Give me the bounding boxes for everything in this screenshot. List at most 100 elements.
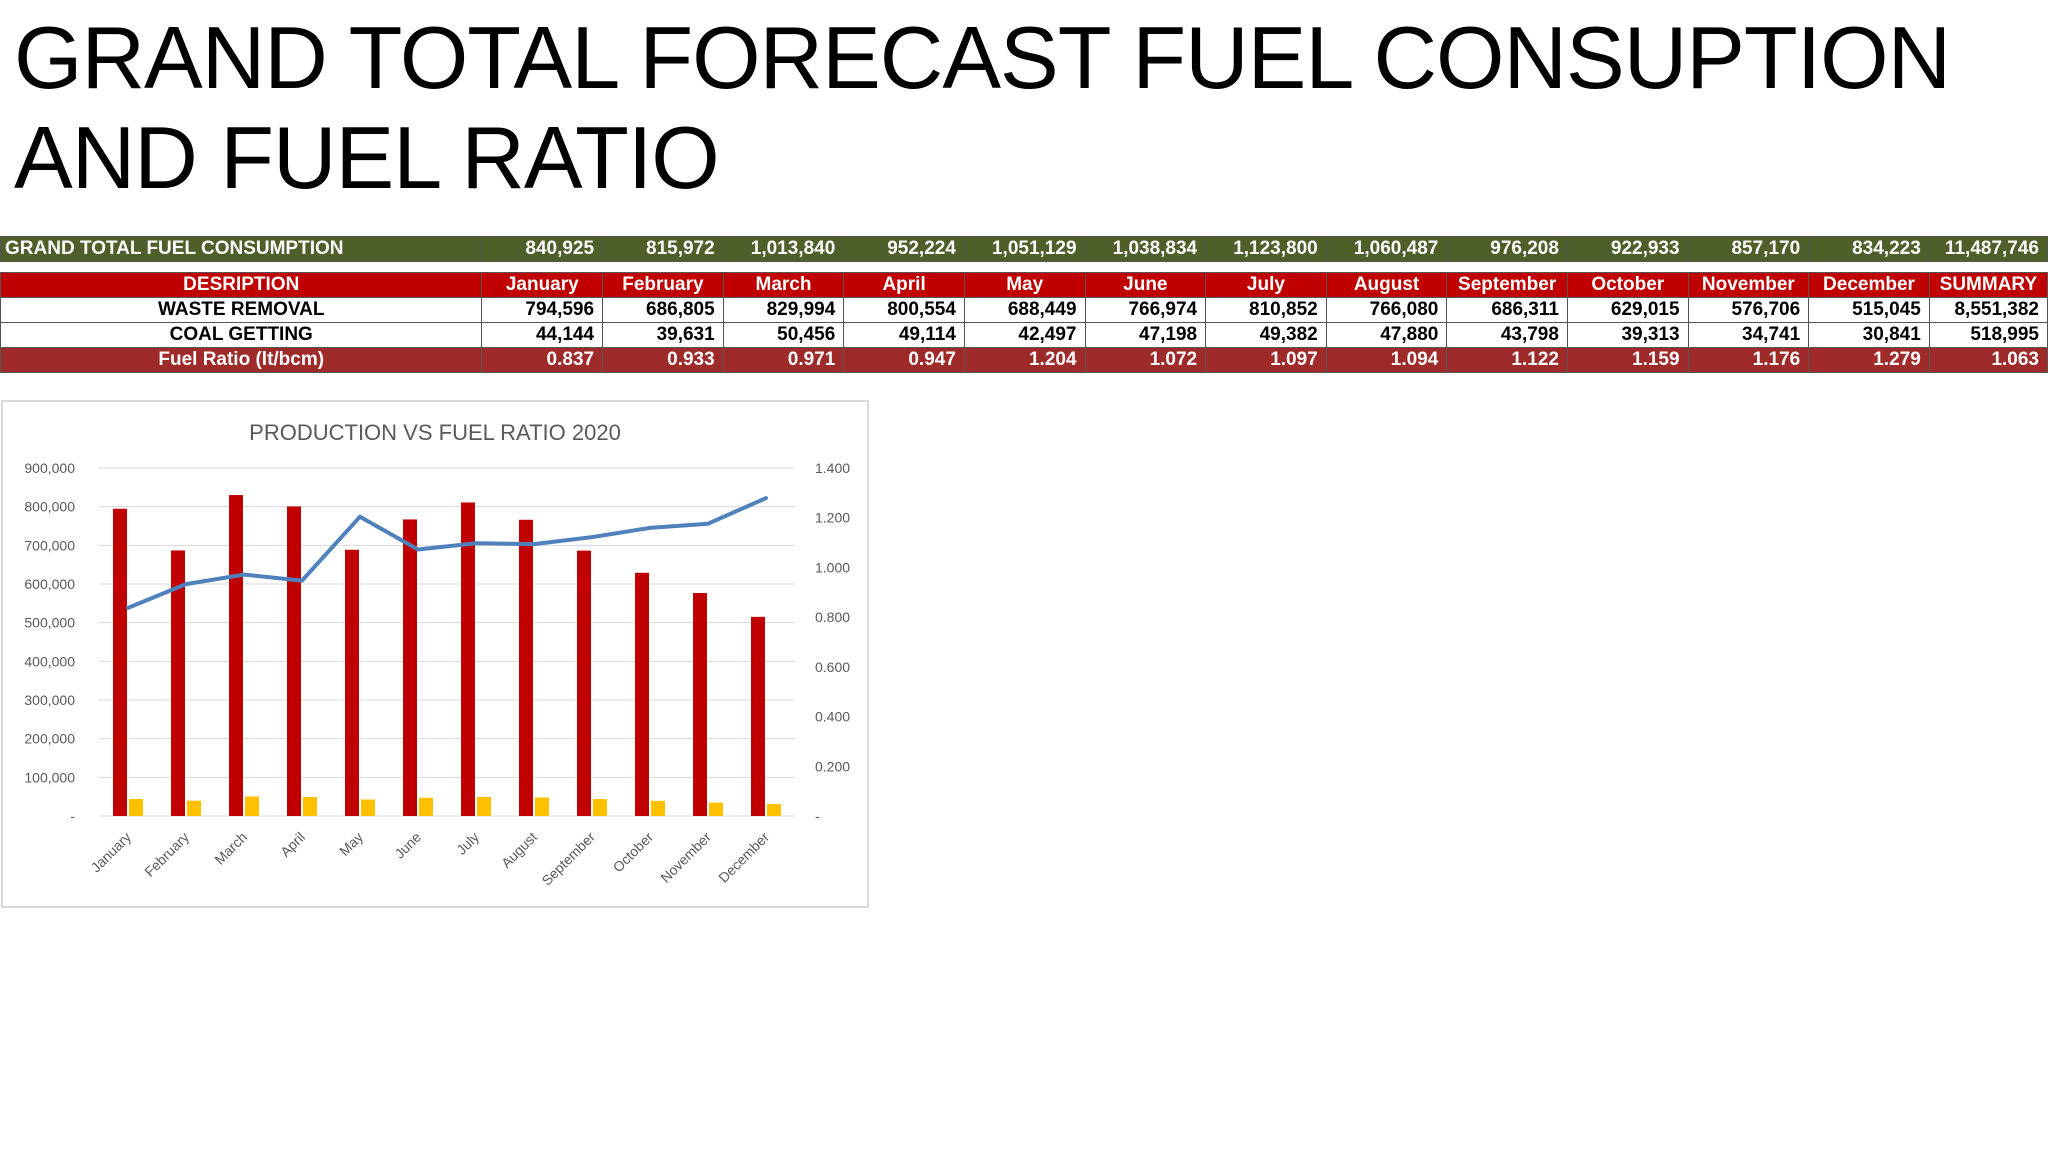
y2-tick-label: 0.600 — [815, 659, 850, 675]
table-cell: 0.947 — [843, 347, 965, 373]
table-cell: 1.097 — [1205, 347, 1327, 373]
y2-tick-label: 1.200 — [815, 510, 850, 526]
table-cell: 515,045 — [1808, 297, 1930, 323]
table-cell: April — [843, 272, 965, 298]
table-cell: November — [1687, 272, 1810, 298]
bar-waste-removal — [751, 616, 765, 816]
row-label: COAL GETTING — [0, 322, 483, 348]
table-cell: February — [602, 272, 724, 298]
y2-tick-label: 0.800 — [815, 609, 850, 625]
table-cell: 794,596 — [481, 297, 604, 323]
fuel-ratio-point — [765, 497, 767, 499]
x-tick-label: March — [211, 829, 250, 868]
chart-title: PRODUCTION VS FUEL RATIO 2020 — [249, 420, 621, 445]
header-row: DESRIPTION January February March April May J… — [0, 272, 2048, 298]
x-tick-label: April — [277, 829, 308, 860]
table-cell: 50,456 — [722, 322, 845, 348]
fuel-ratio-point — [127, 607, 129, 609]
bar-coal-getting — [361, 799, 375, 816]
x-tick-label: February — [141, 829, 192, 880]
table-cell: September — [1446, 272, 1568, 298]
bar-coal-getting — [767, 804, 781, 816]
table-cell: 8,551,382 — [1928, 297, 2048, 323]
table-cell: 829,994 — [722, 297, 845, 323]
fuel-ratio-point — [185, 583, 187, 585]
table-cell: 1,013,840 — [722, 236, 845, 262]
bar-coal-getting — [651, 800, 665, 816]
table-cell: 766,080 — [1325, 297, 1448, 323]
y-tick-label: 800,000 — [24, 499, 75, 515]
table-row: WASTE REMOVAL 794,596 686,805 829,994 800,5… — [0, 297, 2048, 323]
table-cell: 30,841 — [1808, 322, 1930, 348]
table-cell: 39,313 — [1566, 322, 1689, 348]
bar-waste-removal — [693, 593, 707, 816]
table-cell: July — [1205, 272, 1327, 298]
x-tick-label: January — [88, 829, 135, 876]
bar-coal-getting — [419, 797, 433, 816]
table-cell: March — [722, 272, 845, 298]
y-tick-label: 600,000 — [24, 576, 75, 592]
table-cell: 43,798 — [1446, 322, 1568, 348]
fuel-ratio-point — [591, 536, 593, 538]
table-cell: 800,554 — [843, 297, 965, 323]
bar-waste-removal — [403, 519, 417, 816]
bar-coal-getting — [709, 802, 723, 816]
y-tick-label: 700,000 — [24, 537, 75, 553]
table-cell: 1.122 — [1446, 347, 1568, 373]
y-tick-label: 300,000 — [24, 692, 75, 708]
fuel-ratio-point — [301, 580, 303, 582]
x-tick-label: November — [657, 829, 714, 886]
x-tick-label: October — [610, 829, 657, 876]
table-cell: 44,144 — [481, 322, 604, 348]
table-cell: 1,038,834 — [1084, 236, 1207, 262]
y2-tick-label: - — [815, 808, 820, 824]
table-cell: 952,224 — [843, 236, 965, 262]
table-cell: 42,497 — [963, 322, 1086, 348]
table-cell: 686,311 — [1446, 297, 1568, 323]
bar-coal-getting — [187, 800, 201, 816]
fuel-ratio-point — [243, 574, 245, 576]
table-cell: 49,114 — [843, 322, 965, 348]
slide-title: GRAND TOTAL FORECAST FUEL CONSUPTION AND… — [14, 8, 1951, 207]
table-cell: 766,974 — [1084, 297, 1207, 323]
table-cell: October — [1566, 272, 1689, 298]
chart-canvas: PRODUCTION VS FUEL RATIO 2020 - 100,000 20… — [24, 420, 850, 889]
bar-waste-removal — [519, 519, 533, 816]
table-cell: 1.176 — [1687, 347, 1810, 373]
table-cell: 518,995 — [1928, 322, 2048, 348]
table-cell: 11,487,746 — [1928, 236, 2048, 262]
table-cell: 810,852 — [1205, 297, 1327, 323]
fuel-ratio-label: Fuel Ratio (lt/bcm) — [0, 347, 483, 373]
bar-waste-removal — [635, 572, 649, 816]
table-cell: 1.072 — [1084, 347, 1207, 373]
y-tick-label: 200,000 — [24, 731, 75, 747]
table-cell: January — [481, 272, 604, 298]
header-description: DESRIPTION — [0, 272, 483, 298]
fuel-ratio-point — [417, 549, 419, 551]
table-cell: 1.159 — [1566, 347, 1689, 373]
table-cell: 49,382 — [1205, 322, 1327, 348]
bar-coal-getting — [303, 797, 317, 816]
fuel-ratio-point — [475, 542, 477, 544]
table-cell: 1,060,487 — [1325, 236, 1448, 262]
x-tick-label: June — [391, 829, 424, 862]
table-cell: 976,208 — [1446, 236, 1568, 262]
bar-coal-getting — [129, 798, 143, 816]
bar-coal-getting — [535, 797, 549, 816]
table-cell: 815,972 — [602, 236, 724, 262]
y-tick-label: 400,000 — [24, 653, 75, 669]
fuel-table: GRAND TOTAL FUEL CONSUMPTION 840,925 815,… — [0, 236, 2048, 262]
bar-coal-getting — [477, 796, 491, 816]
production-chart: PRODUCTION VS FUEL RATIO 2020 - 100,000 20… — [1, 400, 869, 908]
bar-waste-removal — [577, 550, 591, 816]
grand-total-label: GRAND TOTAL FUEL CONSUMPTION — [0, 236, 483, 262]
table-cell: 840,925 — [481, 236, 604, 262]
table-cell: 922,933 — [1566, 236, 1689, 262]
y2-tick-label: 0.200 — [815, 758, 850, 774]
fuel-ratio-point — [359, 516, 361, 518]
bar-coal-getting — [245, 796, 259, 816]
x-tick-label: August — [498, 829, 540, 871]
table-cell: 1.063 — [1928, 347, 2048, 373]
bar-waste-removal — [461, 502, 475, 816]
x-tick-label: May — [336, 829, 366, 859]
